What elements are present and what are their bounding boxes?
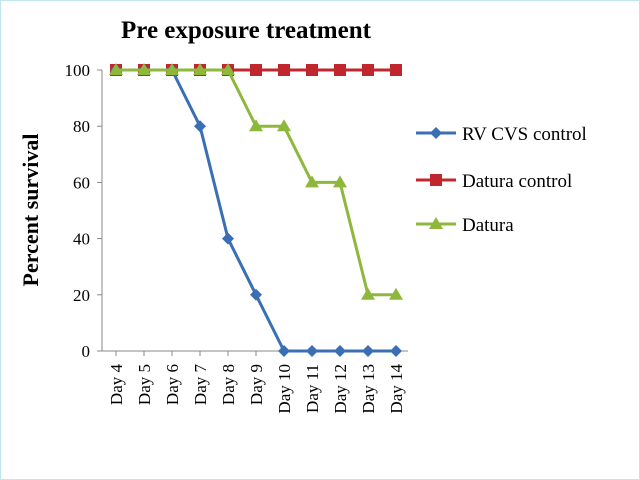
x-tick-label: Day 14 bbox=[387, 364, 406, 414]
data-point bbox=[278, 345, 290, 357]
data-point bbox=[306, 64, 318, 76]
data-point bbox=[305, 175, 319, 188]
series-line bbox=[116, 68, 396, 353]
legend-entry: Datura bbox=[416, 215, 514, 236]
data-point bbox=[389, 287, 403, 300]
data-point bbox=[362, 64, 374, 76]
x-tick-label: Day 8 bbox=[219, 364, 238, 405]
data-point bbox=[250, 64, 262, 76]
legend-entry: RV CVS control bbox=[416, 124, 587, 145]
data-point bbox=[249, 119, 263, 132]
y-tick-label: 40 bbox=[73, 230, 90, 249]
series-line bbox=[116, 68, 396, 297]
x-tick-label: Day 13 bbox=[359, 364, 378, 414]
series-rv-cvs-control bbox=[110, 64, 402, 357]
x-tick-label: Day 6 bbox=[163, 364, 182, 405]
data-point bbox=[193, 63, 207, 75]
legend-entry: Datura control bbox=[416, 171, 572, 192]
data-point bbox=[222, 232, 234, 245]
data-point bbox=[334, 345, 346, 357]
data-point bbox=[334, 64, 346, 76]
data-point bbox=[306, 345, 318, 357]
x-tick-label: Day 12 bbox=[331, 364, 350, 414]
series-datura bbox=[109, 63, 403, 300]
legend-marker bbox=[430, 127, 442, 139]
chart-title: Pre exposure treatment bbox=[121, 17, 372, 44]
data-point bbox=[194, 120, 206, 133]
data-point bbox=[221, 63, 235, 75]
legend-marker bbox=[430, 174, 442, 186]
y-tick-label: 60 bbox=[73, 173, 90, 192]
legend: RV CVS control Datura control Datura bbox=[416, 124, 587, 236]
legend-label: Datura control bbox=[462, 171, 572, 192]
axes: 0 20 40 60 80 100 Day 4 Day 5 Day 6 Day 7 Day 8 Day… bbox=[65, 61, 408, 414]
y-tick-label: 20 bbox=[73, 286, 90, 305]
y-tick-label: 0 bbox=[82, 342, 91, 361]
y-axis-label: Percent survival bbox=[18, 134, 43, 287]
data-point bbox=[165, 63, 179, 75]
data-point bbox=[362, 345, 374, 357]
legend-label: Datura bbox=[462, 215, 514, 236]
data-point bbox=[333, 175, 347, 188]
y-tick-label: 100 bbox=[65, 61, 91, 80]
data-point bbox=[277, 119, 291, 132]
data-point bbox=[109, 63, 123, 75]
legend-marker bbox=[429, 217, 443, 229]
x-tick-label: Day 11 bbox=[303, 364, 322, 413]
x-tick-label: Day 9 bbox=[247, 364, 266, 405]
legend-label: RV CVS control bbox=[462, 124, 587, 145]
x-tick-label: Day 4 bbox=[107, 364, 126, 406]
data-point bbox=[361, 287, 375, 300]
x-tick-label: Day 5 bbox=[135, 364, 154, 405]
data-point bbox=[278, 64, 290, 76]
data-point bbox=[390, 64, 402, 76]
x-tick-label: Day 10 bbox=[275, 364, 294, 414]
x-tick-label: Day 7 bbox=[191, 364, 210, 406]
data-point bbox=[137, 63, 151, 75]
data-point bbox=[390, 345, 402, 357]
series-layer bbox=[109, 63, 403, 357]
data-point bbox=[250, 288, 262, 301]
y-tick-label: 80 bbox=[73, 117, 90, 136]
